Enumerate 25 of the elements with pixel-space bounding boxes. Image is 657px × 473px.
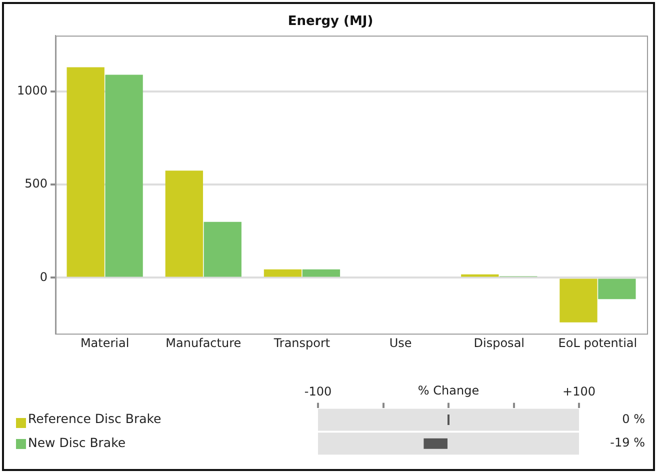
x-tick-label: Manufacture	[166, 336, 242, 350]
x-tick-label: Disposal	[474, 336, 524, 350]
bar	[264, 269, 302, 277]
x-axis-title: % Change	[418, 383, 480, 398]
bar	[560, 278, 598, 322]
x-tick-label: -100	[304, 384, 332, 399]
bar	[105, 74, 143, 277]
bar	[598, 278, 636, 300]
x-tick-label: Transport	[272, 336, 330, 350]
bar	[66, 67, 104, 277]
x-tick-label: Use	[389, 336, 412, 350]
data-label: 0 %	[622, 412, 645, 426]
bar	[165, 170, 204, 277]
x-tick-label: EoL potential	[558, 336, 638, 350]
category-label: Reference Disc Brake	[28, 410, 162, 426]
data-label: -19 %	[610, 436, 645, 450]
bar	[204, 222, 242, 277]
y-tick-label: 500	[24, 176, 48, 191]
chart-title: Energy (MJ)	[288, 14, 374, 30]
bar	[302, 269, 340, 277]
x-tick-label: +100	[562, 384, 596, 399]
x-tick-label: Material	[80, 336, 130, 350]
y-tick-label: 1000	[16, 84, 48, 98]
y-tick-label: 0	[40, 270, 48, 284]
category-label: New Disc Brake	[28, 434, 126, 450]
